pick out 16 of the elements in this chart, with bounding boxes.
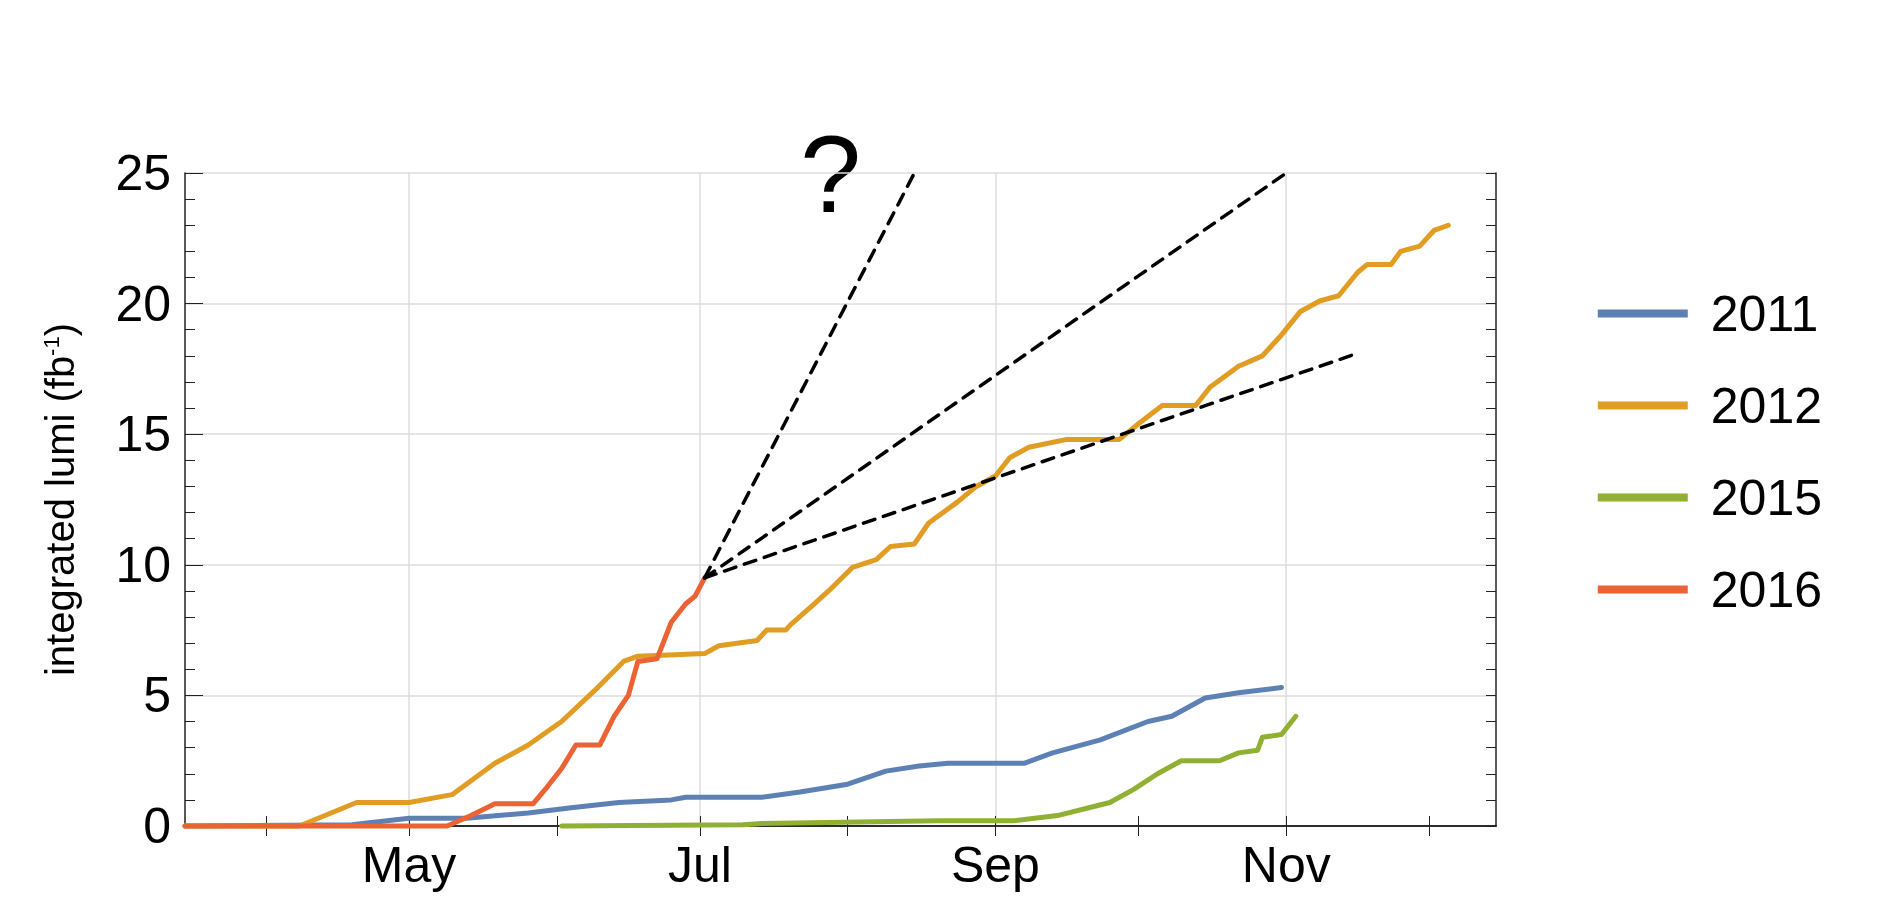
- y-tick-label: 0: [143, 798, 171, 854]
- y-tick-label: 20: [115, 275, 171, 332]
- x-tick-label: May: [361, 837, 457, 893]
- y-axis-title: integrated lumi (fb-1): [38, 322, 82, 677]
- x-tick-label: Sep: [950, 837, 1040, 893]
- legend-label: 2016: [1710, 561, 1822, 618]
- legend-label: 2015: [1710, 469, 1822, 526]
- legend-label: 2012: [1710, 377, 1822, 434]
- annotation: ?: [800, 111, 862, 235]
- x-tick-label: Jul: [667, 837, 732, 893]
- legend-label: 2011: [1710, 285, 1819, 342]
- y-tick-label: 25: [115, 145, 171, 201]
- y-tick-label: 5: [143, 667, 171, 724]
- y-tick-label: 10: [115, 536, 171, 593]
- y-tick-label: 15: [115, 406, 171, 463]
- x-tick-label: Nov: [1241, 837, 1331, 893]
